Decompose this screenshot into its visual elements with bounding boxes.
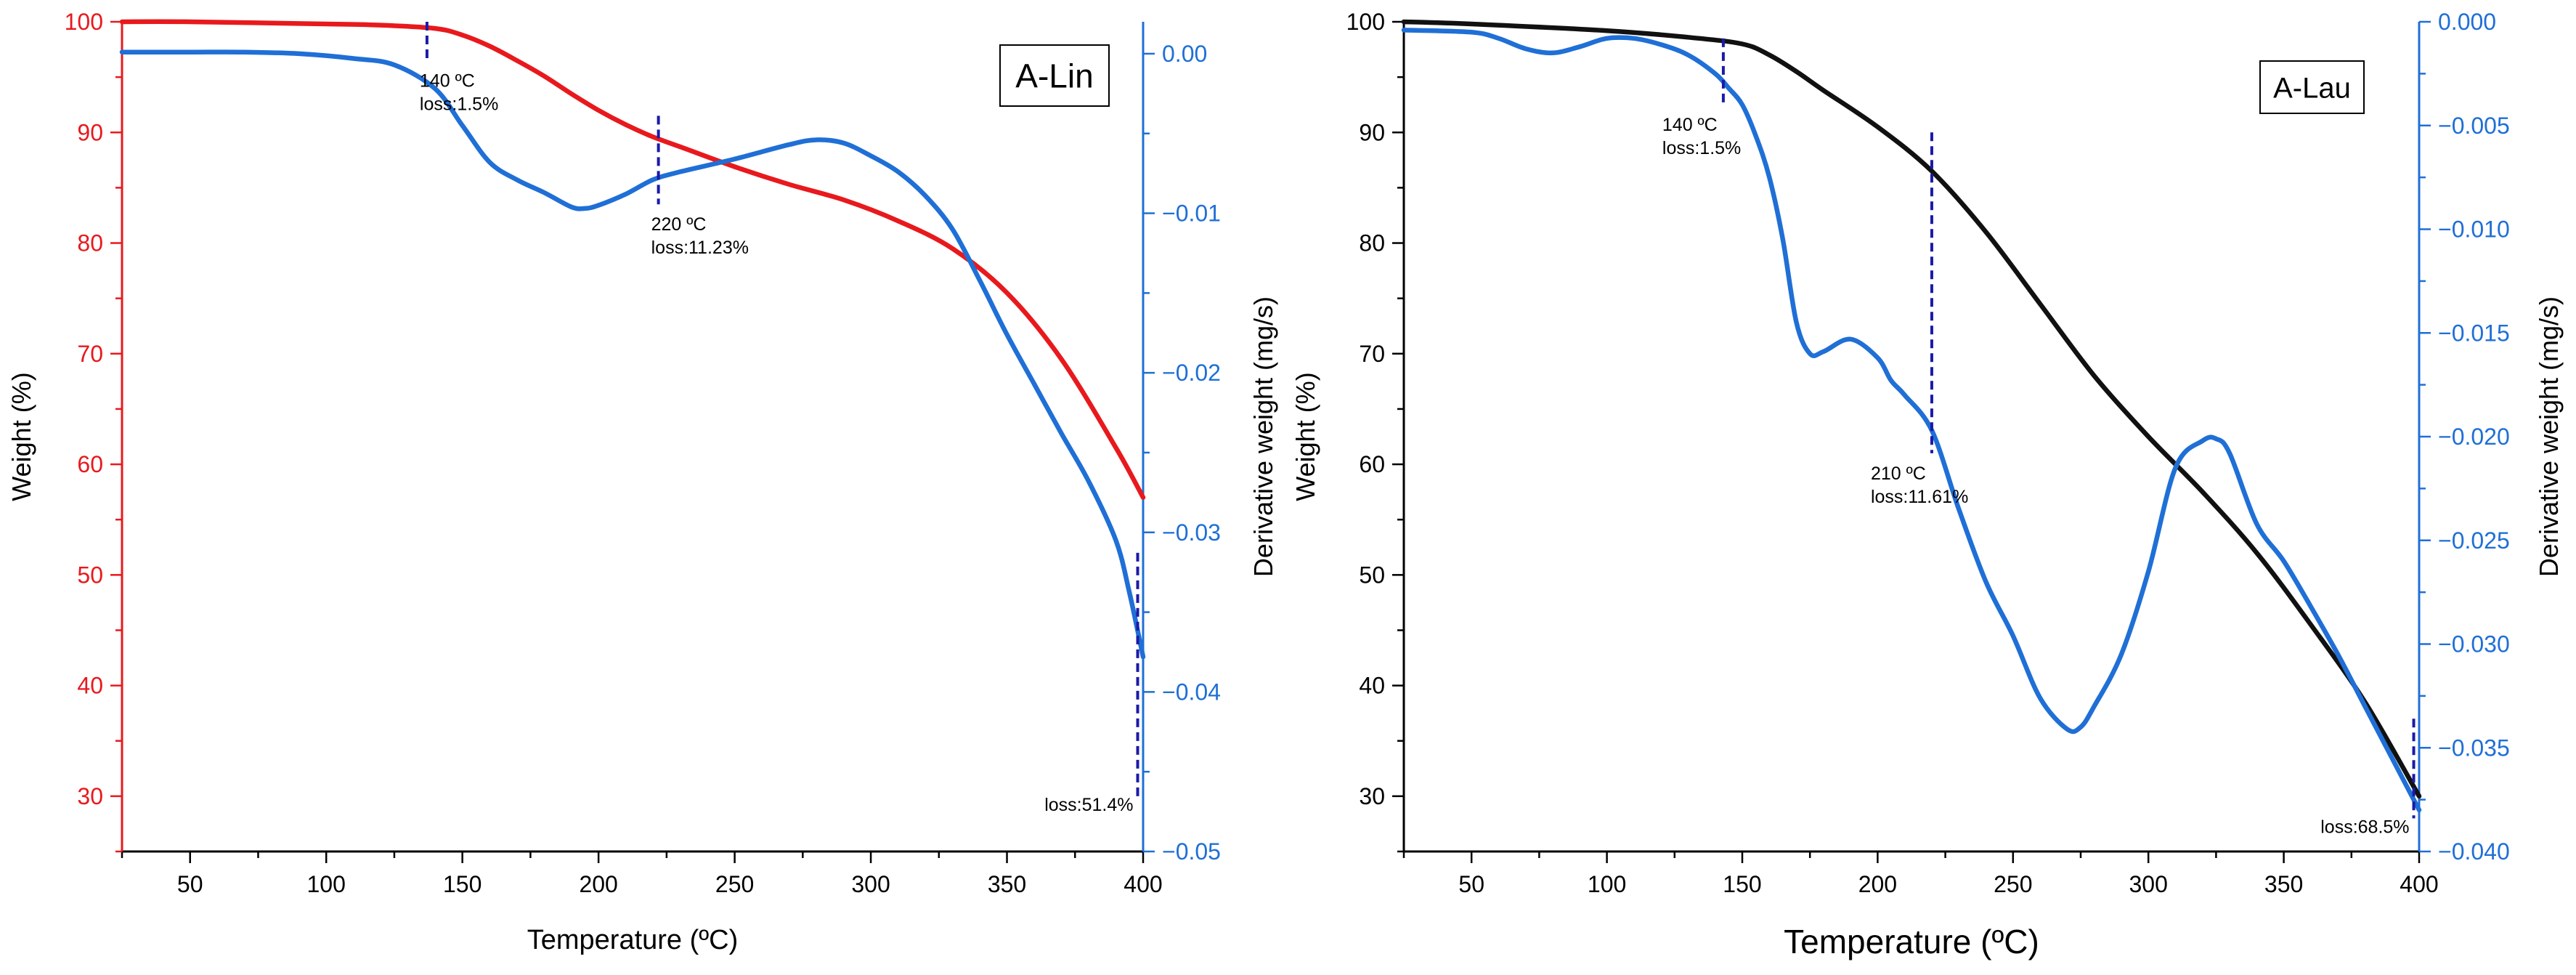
y-tick-label: 30 (1359, 783, 1385, 809)
y-tick-label: 80 (1359, 230, 1385, 256)
x-tick-label: 400 (1124, 871, 1162, 897)
y-tick-label: 50 (77, 562, 103, 588)
y2-tick-label: −0.03 (1162, 519, 1221, 546)
y2-tick-label: 0.000 (2438, 9, 2496, 35)
marker-temp-label: 220 ºC (651, 214, 707, 235)
y2-tick-label: −0.05 (1162, 838, 1221, 865)
marker-loss-label: loss:11.61% (1871, 487, 1968, 507)
y2-axis-title: Derivative weight (mg/s) (1248, 296, 1278, 577)
derivative-series-line (119, 49, 1146, 660)
chart-a-lau: 50 100 150 200 250 300 350 400 30 40 50 60 70 80 90 100… (1291, 9, 2564, 960)
y-tick-label: 70 (1359, 341, 1385, 367)
x-tick-label: 300 (2129, 871, 2168, 897)
chart-title-box (2259, 60, 2365, 114)
x-tick-label: 250 (715, 871, 754, 897)
marker-temp-label: 210 ºC (1871, 464, 1926, 484)
chart-title: A-Lau (2273, 72, 2351, 104)
y2-tick-label: −0.015 (2438, 320, 2510, 346)
weight-series-line (119, 19, 1146, 500)
y2-tick-label: 0.00 (1162, 41, 1207, 67)
y2-tick-label: −0.010 (2438, 217, 2510, 243)
marker-loss-label: loss:51.4% (1044, 795, 1133, 815)
y-tick-label: 90 (77, 119, 103, 145)
y2-tick-label: −0.005 (2438, 113, 2510, 139)
y-tick-label: 60 (1359, 451, 1385, 477)
x-tick-label: 150 (1723, 871, 1761, 897)
y-tick-label: 80 (77, 230, 103, 256)
marker-temp-label: 140 ºC (420, 70, 475, 91)
y-tick-label: 70 (77, 341, 103, 367)
chart-title-box (999, 44, 1110, 107)
y-tick-label: 50 (1359, 562, 1385, 588)
weight-series-line (1401, 19, 2422, 799)
y2-tick-label: −0.04 (1162, 679, 1221, 705)
x-tick-label: 300 (851, 871, 890, 897)
marker-loss-label: loss:1.5% (420, 94, 498, 114)
marker-temp-label: 140 ºC (1662, 115, 1718, 135)
x-tick-label: 50 (177, 871, 203, 897)
y-tick-label: 90 (1359, 119, 1385, 145)
marker-loss-label: loss:1.5% (1662, 138, 1741, 158)
x-tick-label: 200 (1858, 871, 1897, 897)
marker-loss-label: loss:11.23% (651, 238, 749, 258)
marker-loss-label: loss:68.5% (2320, 817, 2409, 837)
y-tick-label: 30 (77, 783, 103, 809)
x-tick-label: 350 (2264, 871, 2303, 897)
x-tick-label: 400 (2400, 871, 2438, 897)
derivative-series-line (1401, 28, 2422, 813)
y2-tick-label: −0.030 (2438, 631, 2510, 658)
y2-tick-label: −0.025 (2438, 527, 2510, 554)
x-axis-title: Temperature (ºC) (1784, 923, 2039, 960)
x-tick-label: 150 (443, 871, 482, 897)
y2-tick-label: −0.040 (2438, 838, 2510, 865)
y-tick-label: 60 (77, 451, 103, 477)
y2-tick-label: −0.02 (1162, 360, 1221, 386)
chart-title: A-Lin (1015, 57, 1093, 95)
y-tick-label: 100 (65, 9, 103, 35)
y2-tick-label: −0.020 (2438, 424, 2510, 450)
y-tick-label: 40 (1359, 673, 1385, 699)
y-axis-title: Weight (%) (1291, 372, 1320, 501)
x-tick-label: 50 (1458, 871, 1484, 897)
x-axis-title: Temperature (ºC) (527, 925, 739, 955)
y-tick-label: 100 (1346, 9, 1385, 35)
y2-tick-label: −0.035 (2438, 735, 2510, 761)
x-tick-label: 100 (1588, 871, 1626, 897)
chart-a-lin: 50 100 150 200 250 300 350 400 30 40 50 60 70 80 90 100… (7, 9, 1278, 955)
y-tick-label: 40 (77, 673, 103, 699)
x-tick-label: 100 (307, 871, 346, 897)
y2-axis-title: Derivative weight (mg/s) (2534, 296, 2564, 577)
y-axis-title: Weight (%) (7, 372, 36, 501)
x-tick-label: 200 (579, 871, 617, 897)
x-tick-label: 350 (988, 871, 1026, 897)
y2-tick-label: −0.01 (1162, 201, 1221, 227)
x-tick-label: 250 (1994, 871, 2032, 897)
